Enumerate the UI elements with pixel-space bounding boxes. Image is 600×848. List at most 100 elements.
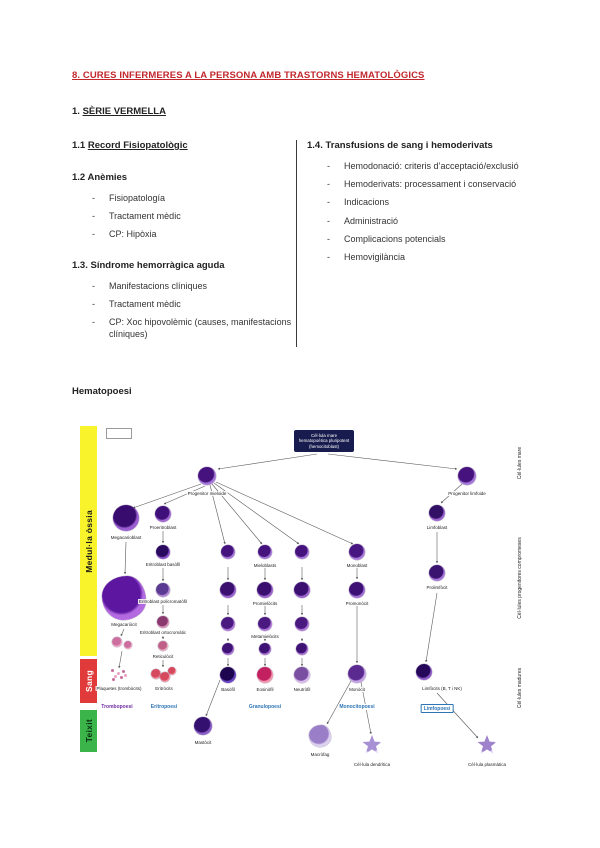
- label-promon-cit: Promonòcit: [344, 601, 370, 607]
- outline-right-column: 1.4. Transfusions de sang i hemoderivats…: [297, 140, 560, 347]
- list-item: - CP: Xoc hipovolèmic (causes, manifestac…: [92, 317, 296, 340]
- bullet-dash: -: [327, 233, 330, 244]
- list-item-text: Hemoderivats: processament i conservació: [344, 179, 517, 190]
- list-item: - Manifestacions clíniques: [92, 281, 296, 293]
- list-item-text: CP: Hipòxia: [109, 229, 157, 240]
- list-item: - Hemoderivats: processament i conservaci…: [327, 179, 560, 191]
- document-title-text: 8. CURES INFERMERES A LA PERSONA AMB TRA…: [72, 70, 425, 81]
- cell-banda-1: [222, 643, 234, 655]
- column-divider: [296, 140, 297, 348]
- bullet-dash: -: [327, 215, 330, 226]
- bullet-dash: -: [92, 211, 95, 222]
- side-label-c-l-lules-madures: Cèl·lules madures: [517, 667, 523, 709]
- heading-1-4: 1.4. Transfusions de sang i hemoderivats: [307, 140, 493, 151]
- cell-monoblast: [349, 544, 365, 560]
- label-eritroblast-policromat-fil: Eritroblast policromatòfil: [137, 599, 189, 605]
- list-item: - Tractament mèdic: [92, 211, 296, 223]
- cell-banda-2: [259, 643, 271, 655]
- cell-trombocit-1: [112, 637, 122, 647]
- list-item: - Tractament mèdic: [92, 299, 296, 311]
- label-mon-cit: Monòcit: [348, 687, 366, 693]
- cell-metamielocit-1: [221, 617, 235, 631]
- list-item-text: Administració: [344, 215, 399, 226]
- platelet-dot: [124, 674, 127, 677]
- label-eritroblast-bas-fil: Eritroblast basòfil: [144, 562, 182, 568]
- section-1-number: 1.: [72, 106, 83, 117]
- label-limf-cits-b-t-i-nk: Limfòcits (B, T i NK): [421, 686, 463, 692]
- label-mast-cit: Mastòcit: [193, 740, 213, 746]
- cell-reticulocit: [158, 641, 168, 651]
- label-eritr-cits: Eritròcits: [154, 686, 174, 692]
- label-mieloblasts: Mieloblasts: [252, 563, 278, 569]
- cell-metamielocit-3: [295, 617, 309, 631]
- cell-prolimfocit: [429, 565, 445, 581]
- list-item: - Administració: [327, 216, 560, 228]
- platelet-dot: [111, 669, 114, 672]
- label-progenitor-mieloide: Progenitor mieloide: [186, 491, 228, 497]
- list-item: - Hemodonació: criteris d’acceptació/excl…: [327, 161, 560, 173]
- cell-monocit: [348, 665, 366, 683]
- cell-metamielocit-2: [258, 617, 272, 631]
- lineage-limfopoesi: Limfopoesi: [420, 704, 454, 713]
- lineage-eritropoesi: Eritropoesi: [149, 704, 179, 710]
- stem-cell-box: Cèl·lula mare hematopoètica pluripotent …: [294, 430, 354, 453]
- label-prolimf-cit: Prolimfòcit: [425, 585, 449, 591]
- cell-promielocit-1: [220, 582, 236, 598]
- list-item: - Hemovigilància: [327, 252, 560, 264]
- hematopoesi-heading: Hematopoesi: [72, 386, 132, 397]
- cell-mieloblast-1: [221, 545, 235, 559]
- cell-megacariocit: [102, 576, 146, 620]
- lineage-granulopoesi: Granulopoesi: [247, 704, 283, 710]
- label-monoblast: Monoblast: [345, 563, 369, 569]
- cell-progenitor-limfoide: [458, 467, 476, 485]
- list-item-text: Fisiopatología: [109, 193, 166, 203]
- label-promiel-cits: Promielòcits: [251, 601, 279, 607]
- label-c-l-lula-plasm-tica: Cèl·lula plasmàtica: [466, 762, 508, 768]
- list-item-text: Indicacions: [344, 197, 390, 208]
- platelet-dot: [120, 676, 123, 679]
- platelet-dot: [117, 672, 120, 675]
- label-progenitor-limfoide: Progenitor limfoide: [447, 491, 487, 497]
- band-label: Medul·la òssia: [83, 509, 94, 573]
- cell-eritroblast-basofil: [156, 545, 170, 559]
- cell-basofil: [220, 667, 236, 683]
- cell-promonocit: [349, 582, 365, 598]
- outline-columns: 1.1 Record Fisiopatològic 1.2 Anèmies - F…: [72, 140, 560, 348]
- list-item-text: Tractament mèdic: [109, 211, 181, 222]
- cell-megacarioblast: [113, 505, 139, 531]
- label-plaquetes-tromb-cits: Plaquetes (trombòcits): [95, 686, 143, 692]
- lineage-trombopoesi: Trombopoesi: [100, 704, 134, 710]
- heading-1-1-number: 1.1: [72, 140, 88, 151]
- bullet-dash: -: [92, 281, 95, 292]
- label-eosin-fil: Eosinòfil: [255, 687, 275, 693]
- cell-neutrofil: [294, 667, 310, 683]
- cell-trombocit-2: [124, 641, 132, 649]
- document-title: 8. CURES INFERMERES A LA PERSONA AMB TRA…: [72, 70, 560, 81]
- cell-proeritroblast: [155, 506, 171, 522]
- label-neutr-fil: Neutròfil: [292, 687, 312, 693]
- list-item-text: Complicacions potencials: [344, 233, 446, 244]
- bullet-dash: -: [327, 179, 330, 190]
- heading-1-2: 1.2 Anèmies: [72, 172, 128, 183]
- bullet-dash: -: [92, 229, 95, 240]
- anemies-list: - Fisiopatología - Tractament mèdic - CP: H…: [72, 193, 296, 241]
- document-body: 8. CURES INFERMERES A LA PERSONA AMB TRA…: [72, 70, 560, 348]
- cell-macrofag: [309, 725, 331, 747]
- cell-promielocit-3: [294, 582, 310, 598]
- list-item: - CP: Hipòxia: [92, 229, 296, 241]
- legend-box: [106, 428, 132, 439]
- cell-limfoblast: [429, 505, 445, 521]
- list-item: - Indicacions: [327, 197, 560, 209]
- outline-left-column: 1.1 Record Fisiopatològic 1.2 Anèmies - F…: [72, 140, 296, 347]
- bullet-dash: -: [92, 193, 95, 203]
- cell-plaquetes: [111, 669, 127, 681]
- band-label: Sang: [83, 670, 94, 692]
- cell-mastocit: [194, 717, 212, 735]
- cell-eritrocit-3: [168, 667, 176, 675]
- list-item-text: CP: Xoc hipovolèmic (causes, manifestaci…: [109, 317, 292, 340]
- heading-1-1: 1.1 Record Fisiopatològic: [72, 140, 296, 151]
- label-megacari-cit: Megacariòcit: [110, 622, 138, 628]
- label-proeritroblast: Proeritroblast: [148, 525, 178, 531]
- list-item: - Complicacions potencials: [327, 234, 560, 246]
- list-item-text: Hemodonació: criteris d’acceptació/exclu…: [344, 161, 519, 171]
